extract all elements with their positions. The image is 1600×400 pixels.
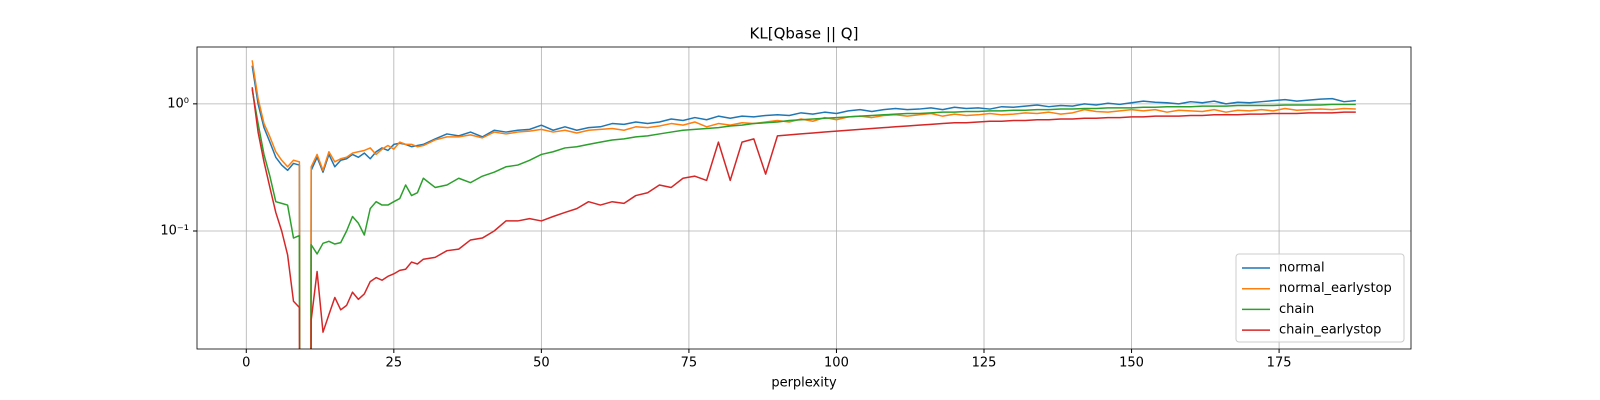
line-series [251,60,1356,349]
line-series [251,65,1356,349]
plot-frame [196,46,1412,350]
y-tick-label: 10⁰ [167,96,189,111]
x-tick-label: 150 [1119,356,1144,371]
chart-title: KL[Qbase || Q] [750,25,859,43]
legend-label: chain [1279,302,1314,317]
line-series [251,87,1356,349]
legend-label: normal [1279,261,1325,276]
x-tick-label: 175 [1267,356,1292,371]
x-tick-label: 50 [533,356,550,371]
x-axis-label: perplexity [771,376,837,391]
legend-label: chain_earlystop [1279,323,1381,338]
legend-box [1235,253,1405,343]
x-tick-label: 100 [824,356,849,371]
y-tick-label: 10⁻¹ [160,223,189,238]
x-tick-label: 0 [242,356,250,371]
x-tick-label: 75 [681,356,698,371]
line-series [251,89,1356,349]
legend-label: normal_earlystop [1279,281,1392,296]
plot-area [251,60,1356,349]
x-tick-label: 125 [972,356,997,371]
x-tick-label: 25 [386,356,403,371]
